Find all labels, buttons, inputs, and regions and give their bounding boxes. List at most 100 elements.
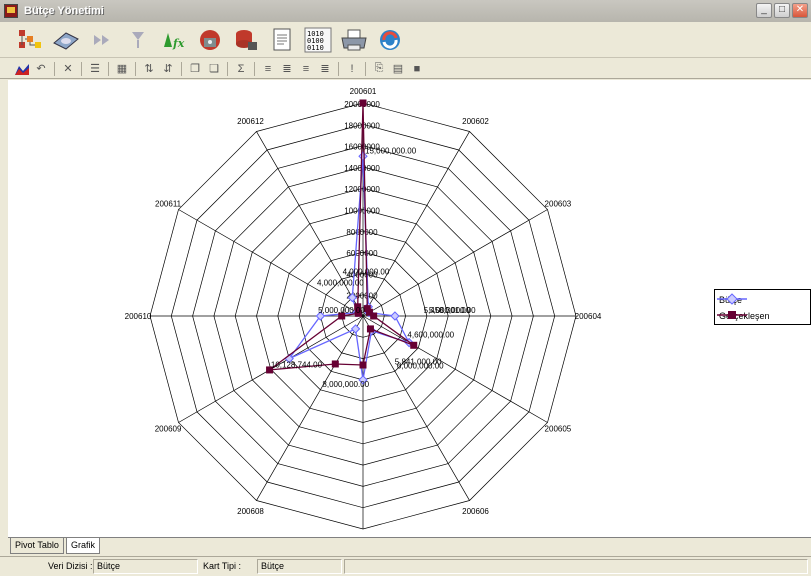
database-icon[interactable]	[230, 25, 262, 55]
toolbar-separator	[254, 61, 255, 76]
axis-tick-label: 2000000	[346, 292, 378, 301]
grid-spoke	[362, 315, 548, 423]
window-controls: _ □ ✕	[756, 3, 808, 18]
toolbar-separator	[54, 61, 55, 76]
status-bar: Veri Dizisi : Bütçe Kart Tipi : Bütçe	[0, 556, 811, 576]
hierarchy-icon[interactable]	[14, 25, 46, 55]
data-label: 5,000,000.00	[429, 306, 476, 315]
series-label: Veri Dizisi :	[48, 561, 93, 571]
data-label: 10,128,744.00	[271, 360, 323, 369]
data-label: 4,600,000.00	[407, 331, 454, 340]
category-label: 200606	[462, 507, 489, 516]
chart-type-label: Kart Tipi :	[203, 561, 242, 571]
legend-item-butce: Bütçe	[715, 293, 747, 307]
grid-spoke	[362, 131, 470, 317]
field-c-icon[interactable]: ≡	[302, 62, 310, 75]
chart-toolbar: ↶ ✕ ☰ ▦ ⇅ ⇵ ❐ ❏ Σ ≡ ≣ ≡ ≣ ! ⎘ ▤ ■	[0, 59, 811, 79]
data-label: 4,000,000.00	[343, 267, 390, 276]
maximize-button[interactable]: □	[774, 3, 790, 18]
category-label: 200611	[155, 200, 182, 209]
gerceklesen-point	[410, 341, 418, 349]
printer-icon[interactable]	[338, 25, 370, 55]
grid-icon[interactable]: ▦	[116, 63, 128, 75]
binary-icon[interactable]: 1010 0100 0110	[302, 25, 334, 55]
info-icon[interactable]: !	[350, 62, 354, 75]
sum-icon[interactable]: Σ	[237, 62, 245, 75]
gerceklesen-point	[354, 309, 362, 317]
gerceklesen-point	[266, 366, 274, 374]
toolbar-separator	[365, 61, 366, 76]
toolbar-separator	[108, 61, 109, 76]
axis-tick-label: 12000000	[344, 185, 380, 194]
toolbar-separator	[81, 61, 82, 76]
gerceklesen-point	[370, 312, 378, 320]
data-label: 15,000,000.00	[365, 146, 417, 155]
butce-point	[390, 311, 400, 321]
svg-text:0100: 0100	[307, 37, 324, 45]
gerceklesen-point	[354, 303, 362, 311]
data-label: 8,000,000.00	[322, 380, 369, 389]
axis-tick-label: 6000000	[346, 249, 378, 258]
svg-text:0110: 0110	[307, 44, 324, 52]
flag-icon[interactable]: ■	[413, 62, 421, 75]
close-button[interactable]: ✕	[792, 3, 808, 18]
delete-icon[interactable]: ✕	[63, 63, 73, 75]
svg-text:fx: fx	[172, 37, 185, 50]
chart-type-value: Bütçe	[257, 559, 342, 574]
category-label: 200610	[125, 312, 152, 321]
field-d-icon[interactable]: ≣	[320, 63, 330, 75]
forward-icon[interactable]	[86, 25, 118, 55]
category-label: 200601	[350, 87, 377, 96]
report-icon[interactable]	[266, 25, 298, 55]
butce-point	[347, 292, 358, 303]
chart-type-icon[interactable]	[14, 61, 30, 77]
radar-chart: 200601 200602 200603 200604 200605 200606 2006…	[8, 80, 811, 537]
axis-tick-label: 4000000	[346, 270, 378, 279]
chart-legend: Bütçe Gerçekleşen	[714, 289, 811, 325]
page-icon[interactable]: ▤	[392, 63, 404, 75]
legend-item-gerceklesen: Gerçekleşen	[715, 309, 770, 323]
tab-grafik[interactable]: Grafik	[66, 538, 101, 554]
refresh-icon[interactable]	[374, 25, 406, 55]
app-icon	[4, 4, 18, 18]
gerceklesen-point	[331, 360, 339, 368]
sort-asc-icon[interactable]: ⇅	[144, 63, 154, 75]
svg-text:1010: 1010	[307, 30, 324, 38]
axis-tick-label: 10000000	[344, 207, 380, 216]
gerceklesen-point	[366, 325, 374, 333]
copy-icon[interactable]: ❐	[190, 63, 200, 75]
data-label: 5,000,000.00	[318, 306, 365, 315]
gerceklesen-point	[359, 99, 367, 107]
data-label: 5,841,000.00	[395, 358, 442, 367]
toolbar-separator	[135, 61, 136, 76]
function-icon[interactable]: fx	[158, 25, 190, 55]
minimize-button[interactable]: _	[756, 3, 772, 18]
toolbar-separator	[227, 61, 228, 76]
gerceklesen-point	[363, 305, 371, 313]
window-title: Bütçe Yönetimi	[24, 5, 104, 17]
main-toolbar: fx 1010 0100 0110	[0, 22, 811, 58]
paste-icon[interactable]: ❏	[209, 63, 219, 75]
grid-spoke	[362, 315, 470, 501]
legend-marker-butce	[717, 293, 747, 305]
tab-pivot-tablo[interactable]: Pivot Tablo	[10, 538, 64, 554]
export-icon[interactable]: ⎘	[374, 62, 384, 74]
field-b-icon[interactable]: ≣	[282, 63, 292, 75]
radar-svg: 200601 200602 200603 200604 200605 200606 2006…	[125, 87, 602, 530]
list-icon[interactable]: ☰	[90, 63, 100, 75]
toolbar-separator	[338, 61, 339, 76]
view-tabs: Pivot Tablo Grafik	[8, 537, 811, 554]
disk-icon[interactable]	[50, 25, 82, 55]
axis-tick-label: 8000000	[346, 228, 378, 237]
filter-icon[interactable]	[122, 25, 154, 55]
category-label: 200612	[237, 117, 264, 126]
undo-icon[interactable]: ↶	[36, 63, 46, 75]
series-value: Bütçe	[93, 559, 198, 574]
sort-desc-icon[interactable]: ⇵	[163, 63, 173, 75]
category-label: 200602	[462, 117, 489, 126]
grid-spoke	[362, 209, 548, 317]
field-a-icon[interactable]: ≡	[264, 62, 272, 75]
category-label: 200609	[155, 425, 182, 434]
phone-icon[interactable]	[194, 25, 226, 55]
butce-point	[350, 324, 361, 334]
